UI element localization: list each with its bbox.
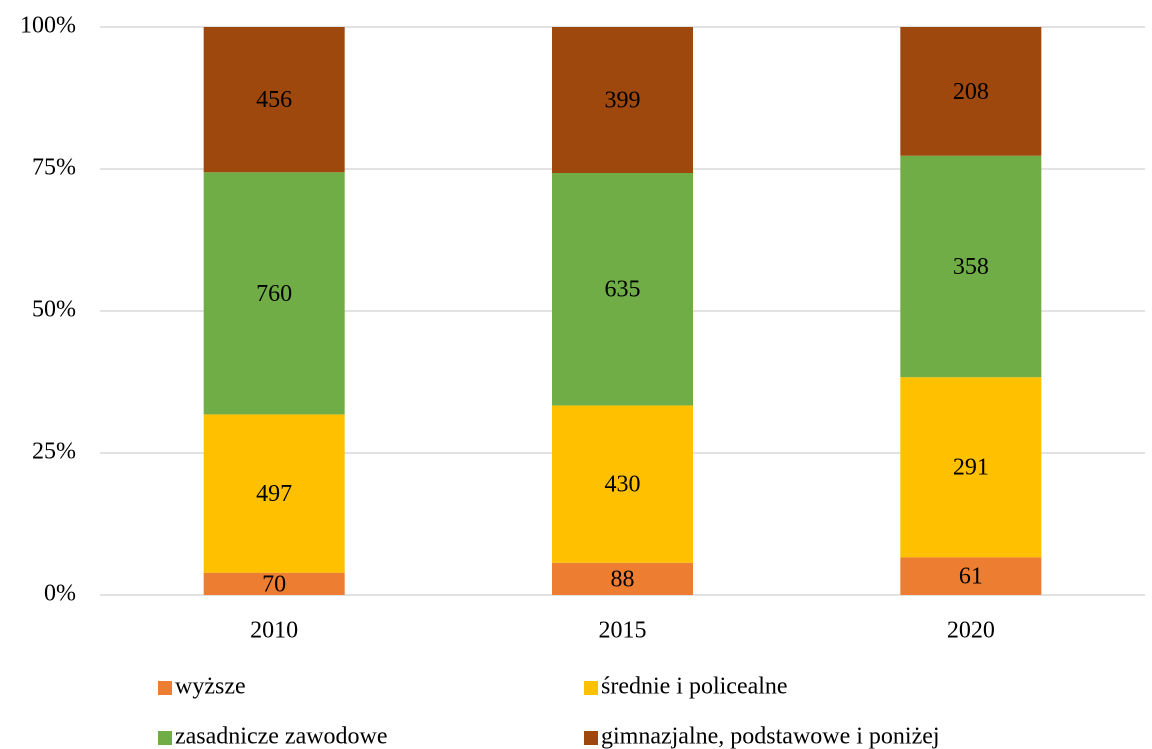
legend-swatch — [158, 731, 172, 745]
data-label: 760 — [256, 281, 292, 307]
y-tick-label: 100% — [20, 13, 76, 39]
bar-segment — [552, 405, 693, 563]
data-label: 291 — [953, 455, 989, 481]
data-label: 430 — [605, 472, 641, 498]
data-label: 358 — [953, 254, 989, 280]
legend-swatch — [584, 681, 598, 695]
bar-segment — [552, 27, 693, 174]
bar-segment — [552, 173, 693, 406]
y-tick-label: 0% — [44, 581, 76, 607]
data-label: 497 — [256, 481, 292, 507]
x-tick-label: 2010 — [250, 618, 298, 644]
data-label: 88 — [611, 566, 635, 592]
bar-segment — [203, 172, 345, 415]
y-tick-label: 50% — [32, 297, 76, 323]
legend-label: średnie i policealne — [601, 674, 788, 700]
legend-label: zasadnicze zawodowe — [175, 724, 388, 749]
bar-segment — [900, 155, 1042, 378]
y-tick-label: 25% — [32, 439, 76, 465]
bar-segment — [203, 414, 345, 573]
legend-swatch — [584, 731, 598, 745]
bar-segment — [900, 557, 1042, 595]
y-tick-label: 75% — [32, 155, 76, 181]
bar-segment — [203, 27, 345, 173]
bar-segment — [900, 27, 1042, 156]
legend-label: wyższe — [175, 674, 246, 700]
data-label: 70 — [262, 571, 286, 597]
data-label: 61 — [959, 564, 983, 590]
bar-segment — [203, 572, 345, 595]
bar-segment — [552, 562, 693, 595]
legend-label: gimnazjalne, podstawowe i poniżej — [601, 724, 940, 749]
bar-segment — [900, 377, 1042, 558]
data-label: 635 — [605, 277, 641, 303]
data-label: 399 — [605, 88, 641, 114]
data-label: 456 — [256, 87, 292, 113]
data-label: 208 — [953, 79, 989, 105]
legend-swatch — [158, 681, 172, 695]
x-tick-label: 2020 — [947, 618, 995, 644]
x-tick-label: 2015 — [599, 618, 647, 644]
